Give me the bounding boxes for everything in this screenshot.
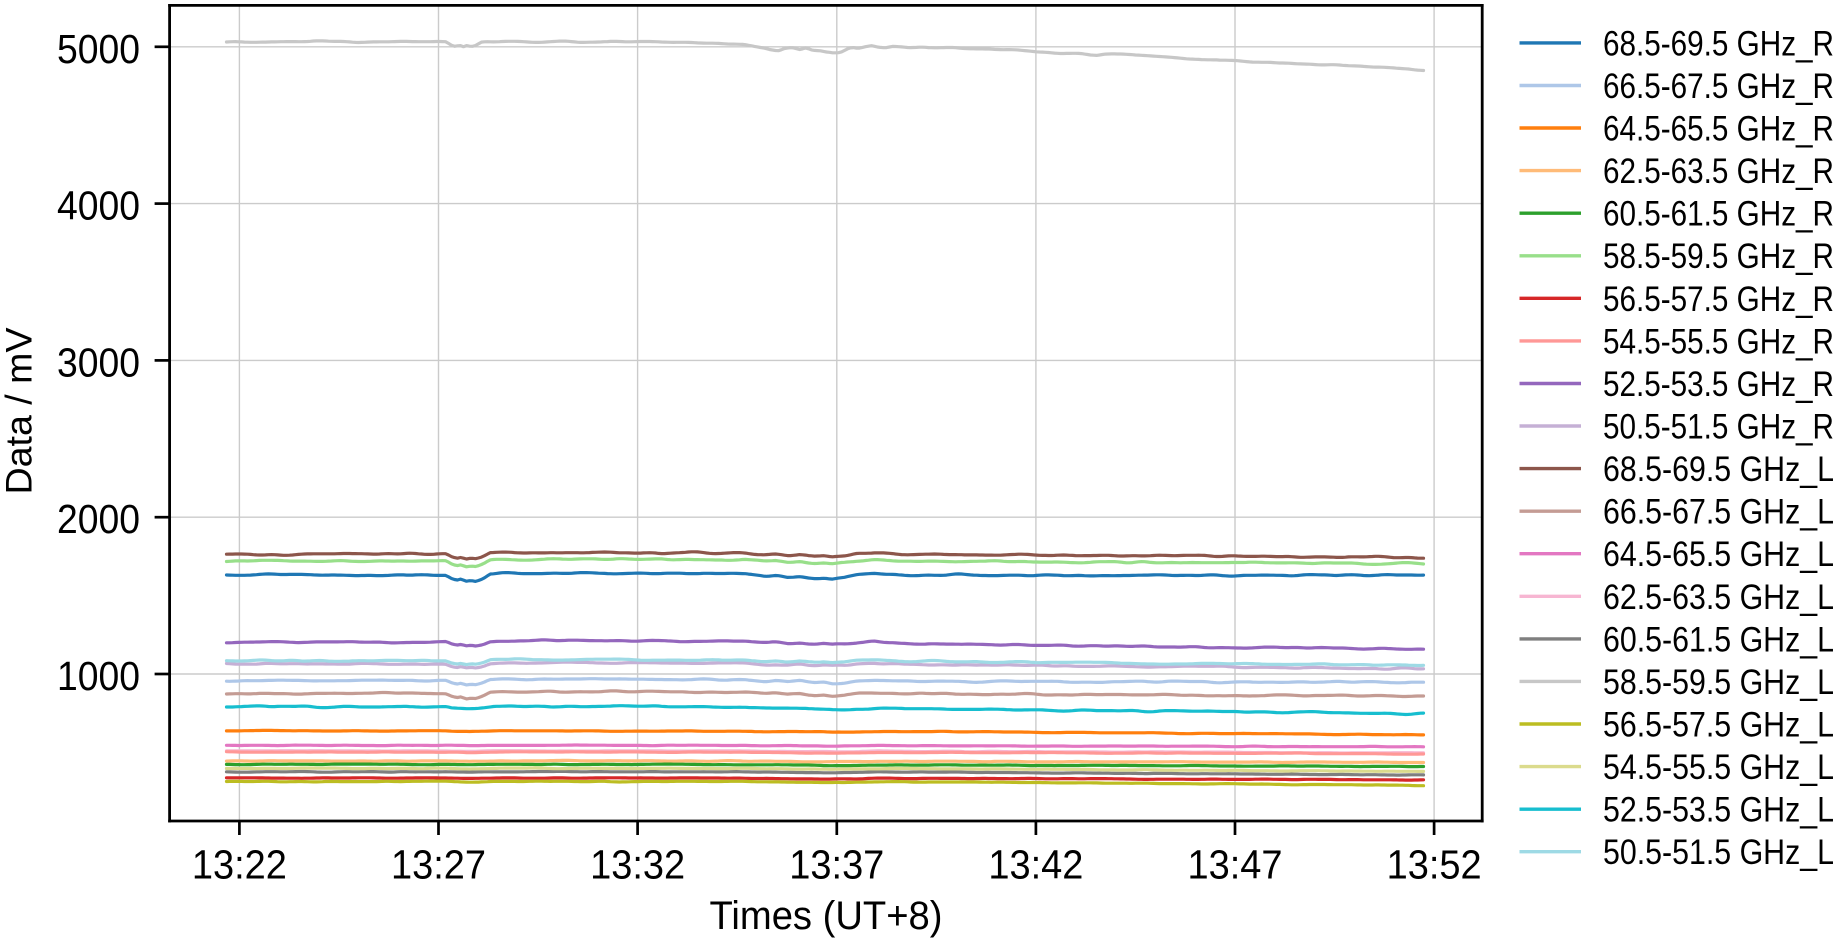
svg-text:13:22: 13:22 [192,842,287,888]
svg-text:62.5-63.5 GHz_R: 62.5-63.5 GHz_R [1603,152,1834,191]
svg-text:Data / mV: Data / mV [0,327,40,494]
svg-text:5000: 5000 [57,26,140,72]
svg-text:13:27: 13:27 [391,842,486,888]
svg-text:13:37: 13:37 [789,842,884,888]
svg-text:2000: 2000 [57,496,140,542]
svg-text:54.5-55.5 GHz_L: 54.5-55.5 GHz_L [1603,748,1834,787]
svg-text:52.5-53.5 GHz_R: 52.5-53.5 GHz_R [1603,365,1834,404]
svg-text:60.5-61.5 GHz_L: 60.5-61.5 GHz_L [1603,620,1834,659]
svg-text:66.5-67.5 GHz_L: 66.5-67.5 GHz_L [1603,493,1834,532]
svg-text:4000: 4000 [57,183,140,229]
svg-text:50.5-51.5 GHz_L: 50.5-51.5 GHz_L [1603,833,1834,872]
svg-text:Times (UT+8): Times (UT+8) [710,894,943,938]
svg-text:52.5-53.5 GHz_L: 52.5-53.5 GHz_L [1603,791,1834,830]
svg-text:13:42: 13:42 [988,842,1083,888]
svg-text:13:32: 13:32 [590,842,685,888]
svg-text:60.5-61.5 GHz_R: 60.5-61.5 GHz_R [1603,195,1834,234]
svg-text:58.5-59.5 GHz_R: 58.5-59.5 GHz_R [1603,237,1834,276]
svg-text:50.5-51.5 GHz_R: 50.5-51.5 GHz_R [1603,408,1834,447]
svg-text:3000: 3000 [57,339,140,385]
svg-text:64.5-65.5 GHz_L: 64.5-65.5 GHz_L [1603,535,1834,574]
svg-text:56.5-57.5 GHz_R: 56.5-57.5 GHz_R [1603,280,1834,319]
svg-text:66.5-67.5 GHz_R: 66.5-67.5 GHz_R [1603,67,1834,106]
svg-text:64.5-65.5 GHz_R: 64.5-65.5 GHz_R [1603,110,1834,149]
svg-text:13:47: 13:47 [1188,842,1283,888]
svg-text:68.5-69.5 GHz_L: 68.5-69.5 GHz_L [1603,450,1834,489]
svg-text:56.5-57.5 GHz_L: 56.5-57.5 GHz_L [1603,706,1834,745]
svg-text:62.5-63.5 GHz_L: 62.5-63.5 GHz_L [1603,578,1834,617]
svg-text:1000: 1000 [57,653,140,699]
svg-text:58.5-59.5 GHz_L: 58.5-59.5 GHz_L [1603,663,1834,702]
svg-text:54.5-55.5 GHz_R: 54.5-55.5 GHz_R [1603,322,1834,361]
svg-text:68.5-69.5 GHz_R: 68.5-69.5 GHz_R [1603,24,1834,63]
svg-text:13:52: 13:52 [1387,842,1482,888]
